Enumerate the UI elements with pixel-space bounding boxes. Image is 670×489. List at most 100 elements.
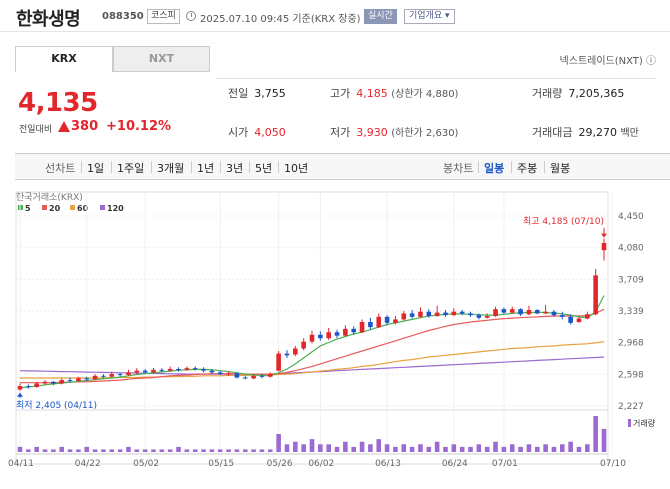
period-5y[interactable]: 5년 [255,162,273,175]
volume-bar [351,446,357,452]
trade-value-item: 거래대금 29,270 백만 [532,124,639,140]
volume-bar [151,449,156,452]
toolbar-divider [544,161,545,173]
candle-weekly[interactable]: 주봉 [517,162,538,175]
legend-swatch [100,205,105,210]
price-info-grid: 전일 3,755 고가 4,185 (상한가 4,880) 거래량 7,205,365… [216,78,656,150]
volume-bar [92,449,98,452]
volume-bar [267,449,273,452]
volume-bar [476,444,482,452]
legend-ma120: 120 [107,204,124,213]
volume-bar [518,446,523,452]
chart-canvas[interactable]: 한국거래소(KRX)5 20 60 120 4,450 4,080 3,709 3,339 2,… [0,182,670,489]
volume-bar [259,449,265,452]
x-tick-label: 04/11 [8,459,34,469]
candle-body [176,368,181,370]
period-3y[interactable]: 3년 [226,162,244,175]
volume-bar [159,449,165,452]
volume-bar [318,444,323,452]
volume-bar [418,444,423,452]
volume-bar [301,444,306,452]
volume-bar [101,449,106,452]
candle-body [42,381,48,384]
x-tick-label: 05/26 [267,459,293,469]
volume-bar [585,444,590,452]
line-chart-label[interactable]: 선차트 [45,162,76,175]
x-tick-label: 06/02 [308,459,334,469]
change-value: 380 [71,119,99,134]
volume-bar [184,449,190,452]
volume-bar [343,441,348,452]
candle-body [551,311,557,316]
nextrade-info-link[interactable]: 넥스트레이드(NXT) ⓘ [559,56,656,67]
candle-body [434,312,440,316]
x-tick-label: 06/13 [375,459,401,469]
y-tick-label: 2,227 [618,402,644,412]
candle-body [343,328,348,336]
period-1y[interactable]: 1년 [197,162,215,175]
candle-body [468,313,473,316]
change-label: 전일대비 [19,125,53,135]
toolbar-divider [191,161,192,173]
volume-bar [568,441,573,452]
candle-monthly[interactable]: 월봉 [550,162,571,175]
tab-nxt[interactable]: NXT [113,46,210,72]
volume-bar [468,446,473,452]
candle-body [309,334,315,342]
candle-body [293,348,298,355]
period-1d[interactable]: 1일 [87,162,105,175]
candle-body [17,386,23,390]
period-10y[interactable]: 10년 [284,162,309,175]
candle-chart-label[interactable]: 봉차트 [443,162,474,175]
x-tick-label: 05/02 [133,459,159,469]
volume-label: 거래량 [532,87,563,100]
candle-daily[interactable]: 일봉 [484,162,505,175]
candle-body [59,380,65,384]
tab-krx[interactable]: KRX [15,46,113,72]
period-1w[interactable]: 1주일 [117,162,145,175]
volume-bar [601,428,607,452]
high-value: 4,185 [356,87,388,100]
candle-body [568,316,573,323]
candle-body [251,375,256,379]
candle-body [601,242,607,251]
period-3m[interactable]: 3개월 [157,162,185,175]
plot-frame [15,191,609,465]
legend-ma5: 5 [25,204,31,213]
volume-bar [293,441,298,452]
candle-body [159,369,165,371]
candle-body [593,275,598,315]
volume-bar [84,446,90,452]
open-value: 4,050 [254,126,286,139]
candle-body [201,368,206,371]
volume-bar [17,446,23,452]
volume-bar [384,444,390,452]
candle-body [534,310,540,314]
prev-close-value: 3,755 [254,87,286,100]
volume-bar [142,449,148,452]
candle-body [117,374,123,376]
clock-icon [186,11,196,21]
candle-body [142,370,148,373]
low-label: 저가 [330,126,351,139]
candle-body [576,318,582,322]
legend-swatch [42,205,47,210]
company-overview-button[interactable]: 기업개요 ▾ [404,9,455,24]
candle-body [259,375,265,377]
volume-bar [368,444,373,452]
candle-body [368,321,373,328]
trade-value-label: 거래대금 [532,126,573,139]
toolbar-divider [511,161,512,173]
volume-bar [359,441,365,452]
volume-bar [376,439,382,452]
toolbar-divider [478,161,479,173]
candle-body [384,316,390,323]
low-annotation: 최저 2,405 (04/11) [16,400,97,411]
candle-body [443,312,448,316]
candle-body [351,328,357,333]
volume-bar [117,449,123,452]
volume-bar [459,446,465,452]
realtime-button[interactable]: 실시간 [364,9,397,24]
stock-chart[interactable]: 한국거래소(KRX) 5 20 60 120 4,450 4,080 3,709 3,339 2,… [0,182,670,489]
trade-value: 29,270 [578,126,617,139]
